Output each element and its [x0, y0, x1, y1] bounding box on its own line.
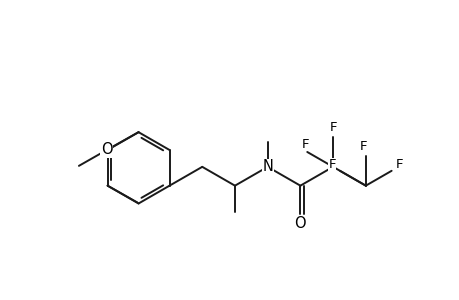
Text: F: F	[395, 158, 403, 171]
Text: N: N	[262, 159, 273, 174]
Text: F: F	[329, 121, 336, 134]
Text: O: O	[294, 216, 306, 231]
Text: O: O	[101, 142, 112, 158]
Text: F: F	[328, 158, 335, 171]
Text: F: F	[301, 138, 308, 151]
Text: F: F	[359, 140, 367, 152]
